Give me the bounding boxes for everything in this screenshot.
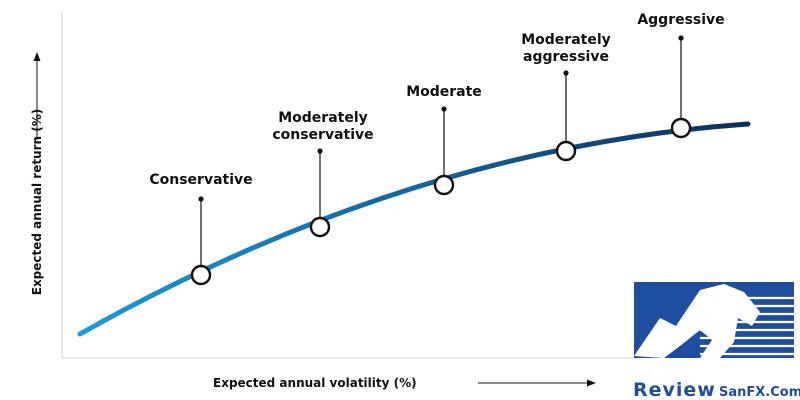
x-axis-label: Expected annual volatility (%): [213, 376, 417, 390]
callout-dot-aggressive: [678, 35, 684, 41]
point-marker-conservative: [190, 264, 212, 286]
y-axis-arrow: [33, 52, 41, 140]
frontier-curve: [77, 121, 751, 337]
point-label-conservative: Conservative: [149, 172, 252, 188]
point-marker-moderately-conservative: [309, 216, 331, 238]
y-axis-label: Expected annual return (%): [30, 109, 44, 296]
callout-dot-moderate: [441, 106, 447, 112]
callout-dot-moderately-conservative: [317, 148, 323, 154]
reviewsanfx-logo: Review SanFX.Com: [633, 282, 800, 400]
point-marker-moderately-aggressive: [555, 140, 577, 162]
point-label-moderately-aggressive: Moderately aggressive: [521, 32, 611, 65]
point-label-moderately-conservative: Moderately conservative: [272, 110, 373, 143]
callout-dot-moderately-aggressive: [563, 70, 569, 76]
point-label-moderate: Moderate: [406, 84, 482, 100]
svg-text:SanFX.Com: SanFX.Com: [719, 385, 800, 400]
svg-text:Review: Review: [633, 379, 716, 400]
x-axis-arrow: [478, 379, 596, 387]
point-marker-aggressive: [670, 117, 692, 139]
callout-dot-conservative: [198, 196, 204, 202]
point-label-aggressive: Aggressive: [637, 12, 724, 28]
point-marker-moderate: [433, 174, 455, 196]
